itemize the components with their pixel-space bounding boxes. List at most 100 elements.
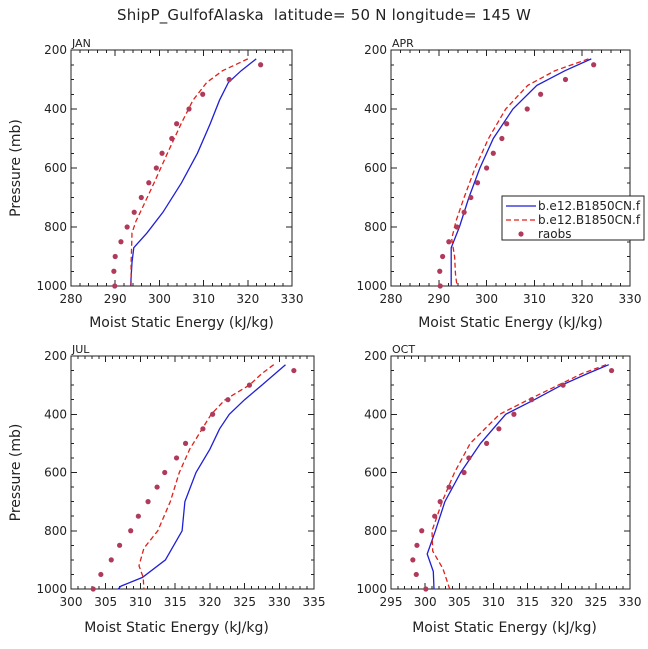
model-series-1-line [130, 58, 257, 287]
y-tick-label: 200 [44, 43, 67, 57]
raobs-point [112, 283, 118, 289]
raobs-point [461, 209, 467, 215]
y-tick-label: 1000 [356, 582, 387, 596]
chart-panel-oct: OCT 295 300 305 310 315 320 325 330 200 400 600 800 1… [356, 343, 641, 636]
plot-frame [390, 49, 631, 287]
raobs-point [413, 571, 419, 578]
y-tick-label: 400 [44, 407, 67, 421]
legend-dot-icon [518, 231, 524, 237]
x-tick-label: 290 [427, 292, 450, 306]
raobs-point [490, 150, 496, 156]
x-tick-label: 305 [94, 595, 117, 609]
raobs-point [146, 180, 152, 186]
chart-panel-jul: JUL 300 305 310 315 320 325 330 335 200 400 600 800 1… [8, 343, 325, 636]
raobs-point [423, 586, 429, 592]
y-tick-label: 400 [364, 407, 387, 421]
y-tick-label: 200 [364, 349, 387, 363]
raobs-point [437, 499, 443, 505]
raobs-point [414, 542, 420, 548]
raobs-point [562, 76, 569, 83]
raobs-point [474, 180, 481, 186]
y-axis-label: Pressure (mb) [8, 119, 24, 217]
x-tick-label: 330 [268, 595, 291, 609]
raobs-point [169, 135, 175, 142]
raobs-point [524, 106, 530, 112]
y-tick-label: 200 [44, 349, 67, 363]
x-tick-label: 310 [482, 595, 505, 609]
x-tick-label: 320 [550, 595, 573, 609]
x-tick-label: 300 [414, 595, 437, 609]
y-tick-label: 800 [364, 220, 387, 234]
panel-label: JAN [71, 37, 91, 50]
raobs-point [225, 397, 231, 403]
x-tick-label: 315 [164, 595, 187, 609]
y-tick-label: 200 [364, 43, 387, 57]
y-tick-label: 600 [364, 466, 387, 480]
raobs-point [291, 367, 297, 374]
raobs-point [538, 91, 544, 97]
raobs-point [560, 382, 566, 388]
raobs-point [468, 194, 474, 201]
raobs-point [466, 455, 472, 461]
x-tick-label: 325 [584, 595, 607, 609]
raobs-point [529, 397, 535, 403]
raobs-point [200, 91, 206, 97]
model-series-2-line [138, 364, 275, 590]
x-tick-label: 330 [281, 292, 304, 306]
x-axis-label: Moist Static Energy (kJ/kg) [84, 620, 269, 636]
y-tick-label: 600 [44, 466, 67, 480]
x-tick-label: 280 [380, 292, 403, 306]
raobs-point [511, 411, 517, 417]
raobs-point [112, 253, 118, 260]
raobs-point [162, 469, 168, 476]
raobs-point [484, 440, 490, 446]
raobs-point [154, 484, 160, 490]
x-tick-label: 335 [303, 595, 326, 609]
raobs-point [135, 513, 141, 519]
raobs-point [186, 106, 192, 112]
plot-frame [70, 355, 315, 590]
x-tick-label: 330 [619, 595, 642, 609]
legend-box [501, 195, 645, 241]
raobs-point [440, 253, 446, 260]
x-tick-label: 300 [148, 292, 171, 306]
raobs-point [258, 62, 264, 68]
x-tick-label: 300 [60, 595, 83, 609]
legend-label: b.e12.B1850CN.f [538, 199, 641, 213]
raobs-point [419, 528, 425, 534]
x-tick-label: 330 [619, 292, 642, 306]
raobs-point [200, 426, 206, 432]
raobs-point [173, 455, 180, 461]
y-tick-label: 1000 [36, 582, 67, 596]
page-title: ShipP_GulfofAlaska latitude= 50 N longit… [116, 6, 532, 24]
y-axis-label: Pressure (mb) [8, 424, 24, 522]
x-axis-label: Moist Static Energy (kJ/kg) [89, 315, 274, 331]
y-tick-label: 400 [364, 102, 387, 116]
y-tick-label: 400 [44, 102, 67, 116]
raobs-point [159, 150, 165, 156]
raobs-point [118, 239, 124, 245]
raobs-point [98, 571, 104, 578]
x-tick-label: 320 [236, 292, 259, 306]
raobs-point [246, 382, 253, 388]
x-tick-label: 310 [192, 292, 215, 306]
x-tick-label: 290 [104, 292, 127, 306]
raobs-point [108, 557, 114, 563]
raobs-point [496, 426, 502, 432]
plot-frame [70, 49, 293, 287]
chart-panel-jan: JAN 280 290 300 310 320 330 200 400 600 800 1000 Moi… [8, 37, 303, 331]
model-series-1-line [426, 364, 610, 590]
x-tick-label: 320 [198, 595, 221, 609]
raobs-point [128, 528, 134, 534]
raobs-point [174, 121, 180, 127]
raobs-point [591, 62, 597, 68]
raobs-point [454, 224, 460, 230]
raobs-point [117, 542, 123, 548]
x-tick-label: 320 [571, 292, 594, 306]
y-tick-label: 800 [44, 220, 67, 234]
panel-label: APR [392, 37, 414, 50]
panel-label: OCT [392, 343, 415, 356]
legend-label: raobs [538, 227, 572, 241]
